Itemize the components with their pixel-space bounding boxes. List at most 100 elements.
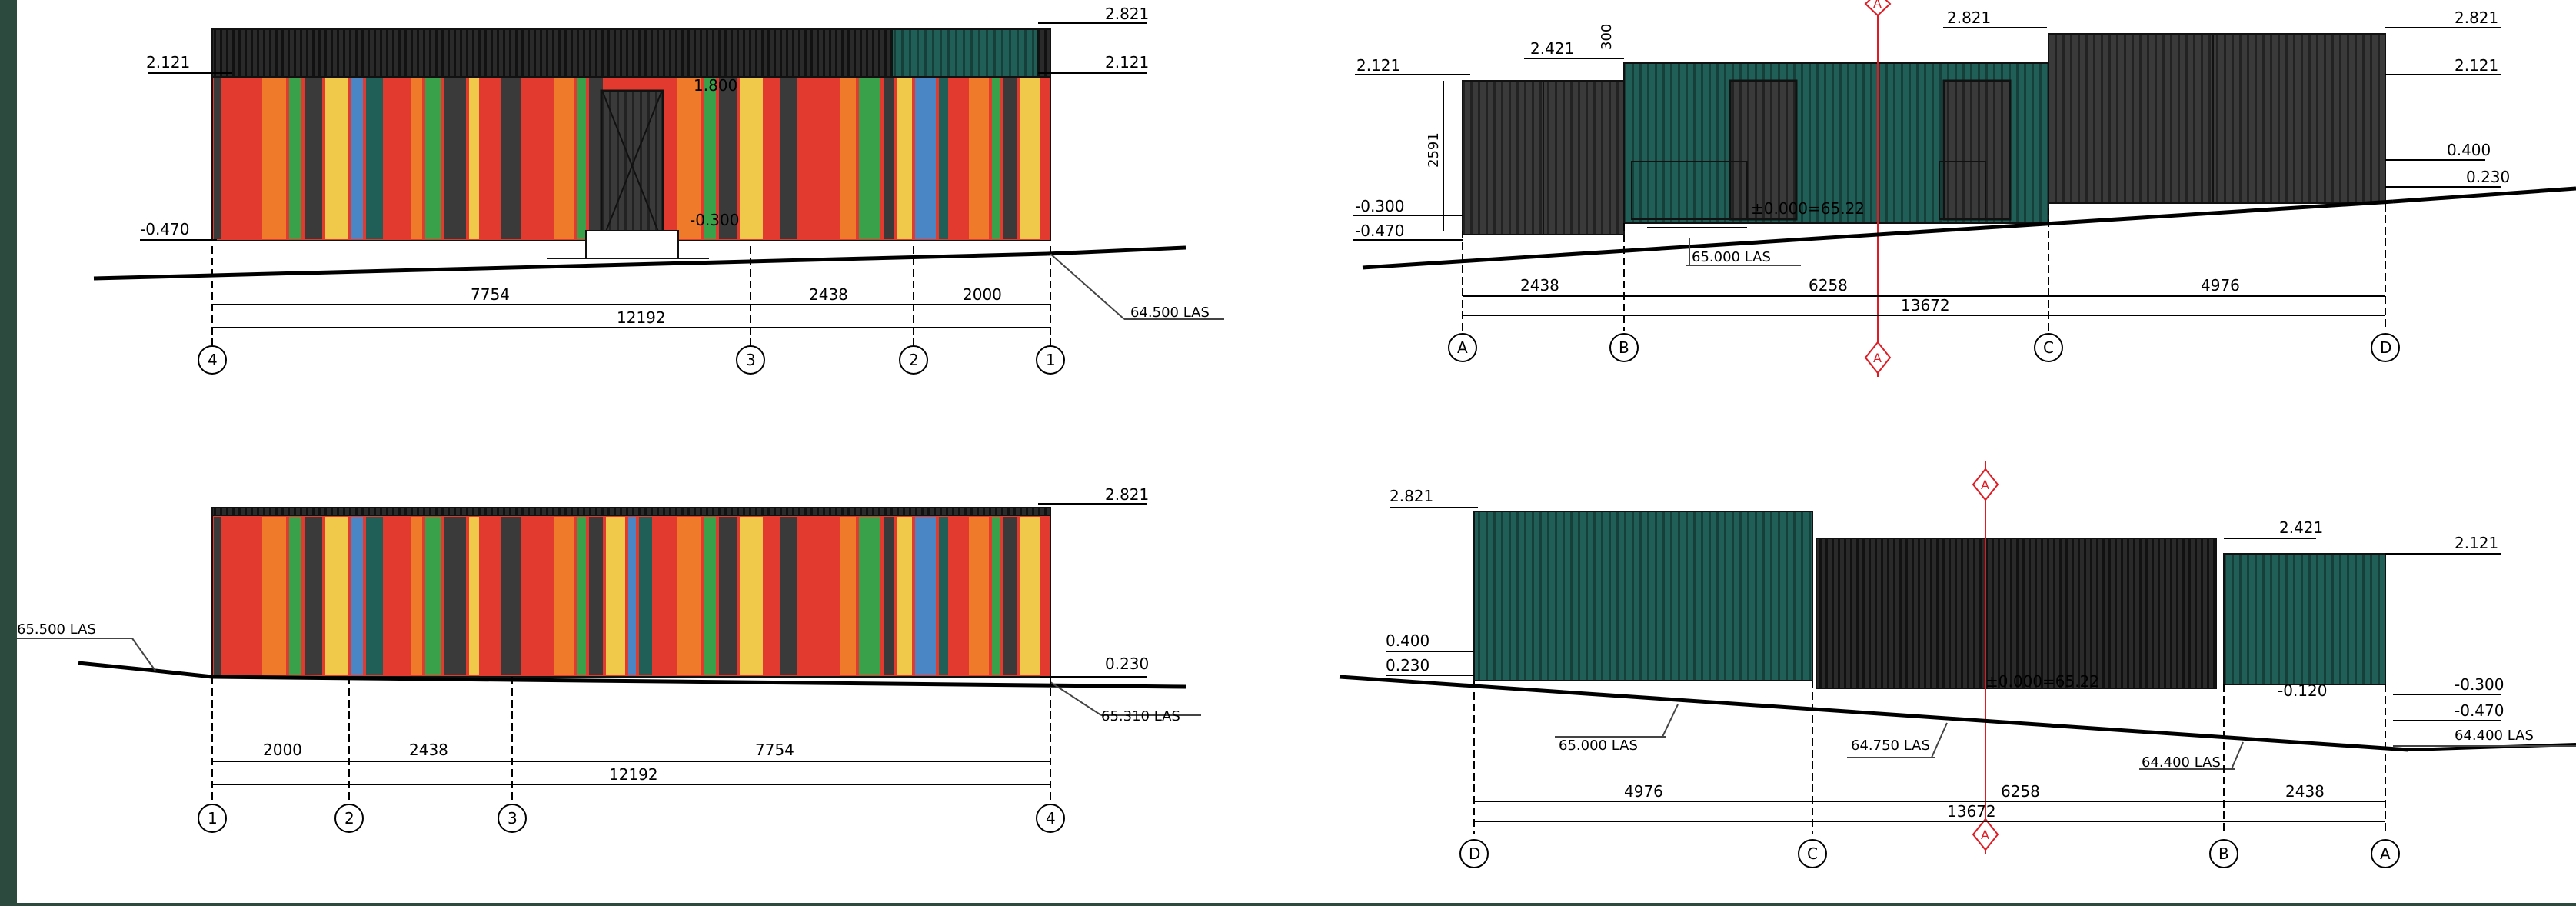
facade-stripe [524,517,534,675]
facade-stripe [628,517,636,675]
facade-stripe [719,517,737,675]
facade-stripe [482,78,498,239]
facade-stripe [1020,78,1040,239]
facade-stripe [366,517,383,675]
facade-stripe [351,517,363,675]
ground-line [1362,199,2394,270]
dim-a: 2438 [1520,276,1559,295]
facade-stripe [992,517,1000,675]
level-right-1: 0.400 [2447,141,2491,159]
grid-bubble [899,345,928,375]
level-left-top: 2.121 [1356,56,1400,75]
facade-stripe [386,78,408,239]
facade-stripe [444,78,466,239]
door-1 [1729,79,1798,221]
facade-stripe [704,78,716,239]
facade-stripe [969,517,989,675]
level-top: 2.821 [2455,8,2498,27]
container-right [2223,553,2386,685]
level-r3: -0.120 [2278,681,2327,700]
elevation-drawings: 64.500 LAS 2.821 2.121 2.121 -0.470 1.80… [17,0,2576,868]
facade-stripe [939,517,948,675]
facade-stripe [214,78,221,239]
facade-stripe [740,78,763,239]
colour-stripes [214,78,1049,239]
ground-level-label: 64.500 LAS [1130,305,1210,321]
section-marker-label: A [1873,0,1882,11]
railing [1939,161,1986,220]
elevation-view-3: 65.500 LAS 65.310 LAS 2.821 0.230 2000 2… [17,485,1201,833]
level-step-2: -0.470 [1355,222,1404,240]
dim-total: 12192 [617,308,666,327]
facade-stripe [214,517,221,675]
ground-label-3: 64.400 LAS [2142,754,2221,771]
grid-label: A [1457,338,1468,357]
level-l1: 0.400 [1386,631,1429,650]
facade-stripe [1003,517,1017,675]
facade-stripe [325,517,348,675]
level-top-left: 2.821 [1390,487,1433,505]
dim-b: 2438 [809,285,848,304]
level-right: 2.121 [2455,534,2498,552]
facade-stripe [444,517,466,675]
facade-stripe [884,517,894,675]
level-zero: ±0.000=65.22 [1985,672,2099,691]
facade-stripe [225,517,238,675]
facade-stripe [305,78,322,239]
dim-c: 7754 [755,741,794,759]
facade-stripe [537,78,551,239]
dim-a: 7754 [471,285,510,304]
ground-line [93,251,1048,281]
container-left [1473,511,1813,681]
facade-stripe [524,78,534,239]
ground-label-1: 65.000 LAS [1559,738,1638,754]
dim-a: 4976 [1624,782,1663,801]
grid-label: 3 [746,351,756,369]
level-zero: ±0.000=65.22 [1751,199,1865,218]
grid-label: 4 [1046,809,1056,828]
level-mid-left: 2.121 [146,53,190,72]
facade-stripe [939,78,948,239]
railing [1631,161,1748,220]
facade-stripe [589,517,603,675]
facade-stripe [677,78,701,239]
ground-level-label: 65.000 LAS [1692,249,1771,265]
facade-stripe [969,78,989,239]
teal-box [891,28,1039,78]
dim-total: 12192 [609,765,658,784]
grid-bubble [1459,839,1489,868]
grid-bubble [2034,333,2063,362]
roof-band [211,507,1051,516]
facade-stripe [915,78,936,239]
level-mid-right: 2.121 [1105,53,1149,72]
entry-step [585,230,679,259]
grid-bubble [736,345,765,375]
grid-label: A [2380,844,2391,863]
facade-stripe [800,517,823,675]
facade-stripe [951,78,966,239]
facade-stripe [537,517,551,675]
grid-bubble [2209,839,2238,868]
facade-stripe [577,78,586,239]
level-r2: -0.470 [2455,701,2504,720]
facade-stripe [897,78,912,239]
facade-stripe [780,78,797,239]
facade-stripe [351,78,363,239]
grid-label: 1 [1046,351,1056,369]
drawing-sheet: 64.500 LAS 2.821 2.121 2.121 -0.470 1.80… [17,0,2576,903]
grid-label: 1 [208,809,218,828]
ground-label-4: 64.400 LAS [2455,728,2534,744]
level-door-sill: -0.300 [690,211,739,229]
grid-label: 3 [508,809,518,828]
facade-stripe [915,517,936,675]
grid-bubble [1036,804,1065,833]
grid-label: 4 [208,351,218,369]
facade-stripe [884,78,894,239]
level-mid: 2.421 [2279,518,2323,537]
grid-bubble [334,804,364,833]
level-top: 2.821 [1105,5,1149,23]
grid-label: 2 [344,809,354,828]
ground-left-label: 65.500 LAS [17,621,96,638]
grid-label: 2 [909,351,919,369]
facade-stripe [704,517,716,675]
